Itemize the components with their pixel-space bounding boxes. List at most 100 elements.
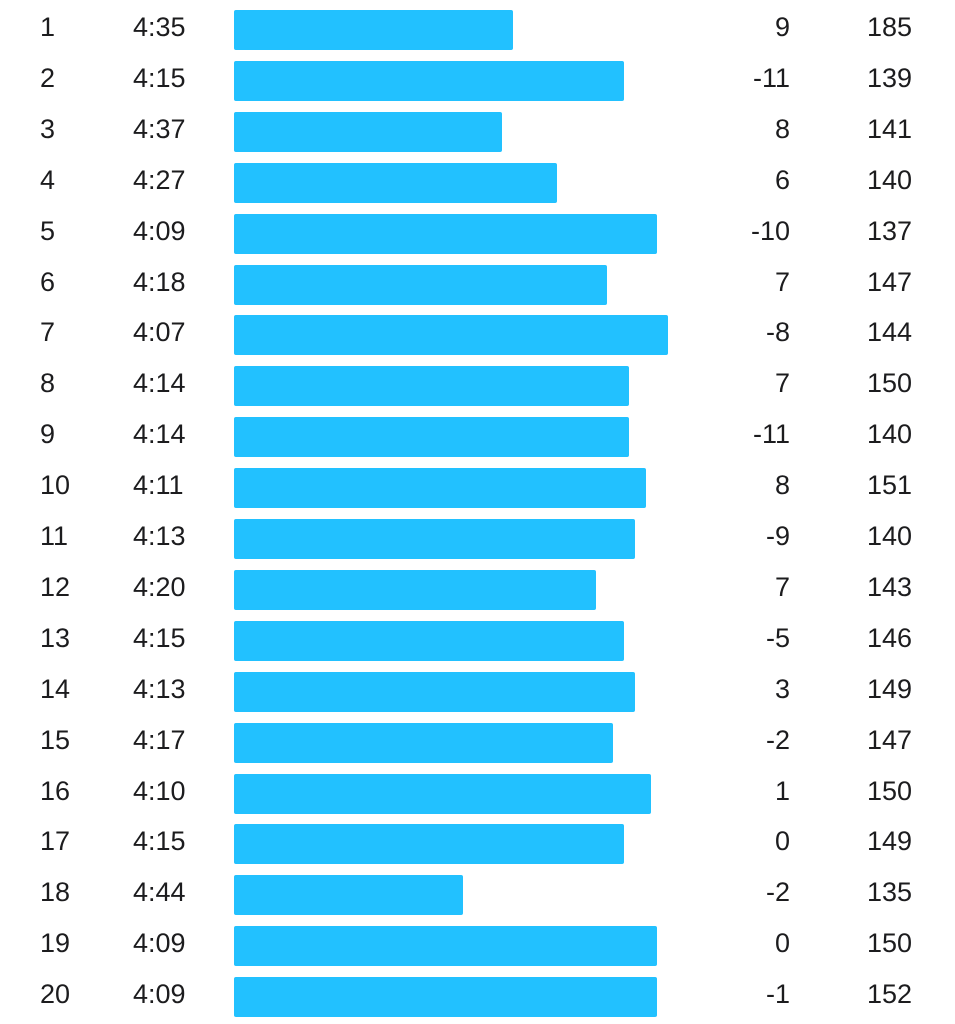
split-heart-rate-label: 135 bbox=[866, 877, 912, 908]
pace-bar bbox=[234, 875, 463, 916]
pace-bar bbox=[234, 60, 624, 101]
split-km-label: 9 bbox=[40, 419, 56, 450]
split-heart-rate-label: 185 bbox=[866, 12, 912, 42]
split-pace-label: 4:10 bbox=[133, 775, 186, 806]
split-km-label: 16 bbox=[40, 775, 71, 806]
split-row: 20 4:09 -1 152 bbox=[0, 969, 955, 1020]
split-row: 4 4:27 6 140 bbox=[0, 155, 955, 206]
split-pace-label: 4:09 bbox=[133, 215, 186, 246]
split-pace-label: 4:44 bbox=[133, 877, 186, 908]
split-heart-rate-label: 150 bbox=[866, 368, 912, 399]
split-row: 8 4:14 7 150 bbox=[0, 358, 955, 409]
split-heart-rate-label: 150 bbox=[866, 775, 912, 806]
split-pace-label: 4:20 bbox=[133, 571, 186, 602]
pace-bar bbox=[234, 366, 630, 407]
pace-bar bbox=[234, 111, 502, 152]
split-elevation-label: 6 bbox=[774, 164, 790, 195]
split-heart-rate-label: 151 bbox=[866, 470, 912, 501]
split-heart-rate-label: 147 bbox=[866, 724, 912, 755]
split-heart-rate-label: 149 bbox=[866, 826, 912, 857]
split-km-label: 5 bbox=[40, 215, 56, 246]
split-heart-rate-label: 150 bbox=[866, 928, 912, 959]
split-pace-label: 4:37 bbox=[133, 113, 186, 144]
split-elevation-label: -2 bbox=[765, 877, 790, 908]
split-pace-label: 4:14 bbox=[133, 368, 186, 399]
split-row: 18 4:44 -2 135 bbox=[0, 867, 955, 918]
split-heart-rate-label: 140 bbox=[866, 419, 912, 450]
split-pace-label: 4:27 bbox=[133, 164, 186, 195]
pace-bar bbox=[234, 977, 657, 1018]
split-elevation-label: 7 bbox=[774, 368, 790, 399]
split-km-label: 4 bbox=[40, 164, 56, 195]
split-km-label: 3 bbox=[40, 113, 56, 144]
pace-bar bbox=[234, 926, 657, 967]
split-elevation-label: -8 bbox=[765, 317, 790, 348]
split-km-label: 6 bbox=[40, 266, 56, 297]
split-row: 13 4:15 -5 146 bbox=[0, 613, 955, 664]
split-heart-rate-label: 143 bbox=[866, 571, 912, 602]
split-row: 1 4:35 9 185 bbox=[0, 2, 955, 53]
split-pace-label: 4:18 bbox=[133, 266, 186, 297]
split-pace-label: 4:35 bbox=[133, 12, 186, 42]
split-heart-rate-label: 140 bbox=[866, 164, 912, 195]
split-heart-rate-label: 141 bbox=[866, 113, 912, 144]
split-pace-label: 4:15 bbox=[133, 826, 186, 857]
split-elevation-label: 8 bbox=[774, 113, 790, 144]
split-elevation-label: 3 bbox=[774, 673, 790, 704]
split-pace-label: 4:13 bbox=[133, 521, 186, 551]
split-elevation-label: -2 bbox=[765, 724, 790, 755]
split-heart-rate-label: 144 bbox=[866, 317, 912, 348]
split-heart-rate-label: 147 bbox=[866, 266, 912, 297]
split-row: 17 4:15 0 149 bbox=[0, 816, 955, 867]
pace-bar bbox=[234, 468, 646, 509]
split-elevation-label: 9 bbox=[774, 12, 790, 42]
split-km-label: 15 bbox=[40, 724, 71, 755]
pace-bar bbox=[234, 417, 630, 458]
split-heart-rate-label: 139 bbox=[866, 62, 912, 93]
split-km-label: 14 bbox=[40, 673, 71, 704]
pace-bar bbox=[234, 671, 635, 712]
split-km-label: 19 bbox=[40, 928, 71, 959]
split-heart-rate-label: 140 bbox=[866, 521, 912, 551]
split-elevation-label: -1 bbox=[765, 979, 790, 1010]
split-pace-label: 4:09 bbox=[133, 928, 186, 959]
split-row: 11 4:13 -9 140 bbox=[0, 511, 955, 562]
split-heart-rate-label: 152 bbox=[866, 979, 912, 1010]
split-km-label: 20 bbox=[40, 979, 71, 1010]
pace-bar bbox=[234, 569, 596, 610]
split-pace-label: 4:15 bbox=[133, 622, 186, 653]
split-elevation-label: 0 bbox=[774, 826, 790, 857]
split-heart-rate-label: 146 bbox=[866, 622, 912, 653]
split-row: 6 4:18 7 147 bbox=[0, 257, 955, 308]
split-heart-rate-label: 137 bbox=[866, 215, 912, 246]
split-elevation-label: 0 bbox=[774, 928, 790, 959]
split-pace-label: 4:09 bbox=[133, 979, 186, 1010]
split-row: 19 4:09 0 150 bbox=[0, 918, 955, 969]
pace-bar bbox=[234, 10, 513, 50]
split-km-label: 13 bbox=[40, 622, 71, 653]
split-km-label: 7 bbox=[40, 317, 56, 348]
split-elevation-label: 8 bbox=[774, 470, 790, 501]
split-elevation-label: -11 bbox=[752, 419, 790, 450]
split-row: 2 4:15 -11 139 bbox=[0, 53, 955, 104]
split-pace-label: 4:11 bbox=[133, 470, 184, 501]
split-row: 7 4:07 -8 144 bbox=[0, 307, 955, 358]
pace-bar bbox=[234, 620, 624, 661]
split-km-label: 2 bbox=[40, 62, 56, 93]
split-row: 9 4:14 -11 140 bbox=[0, 409, 955, 460]
split-heart-rate-label: 149 bbox=[866, 673, 912, 704]
split-elevation-label: -5 bbox=[765, 622, 790, 653]
split-pace-label: 4:17 bbox=[133, 724, 186, 755]
split-km-label: 18 bbox=[40, 877, 71, 908]
split-row: 16 4:10 1 150 bbox=[0, 766, 955, 817]
pace-bar bbox=[234, 519, 635, 559]
split-row: 15 4:17 -2 147 bbox=[0, 715, 955, 766]
pace-bar bbox=[234, 315, 668, 356]
split-km-label: 11 bbox=[40, 521, 69, 551]
split-km-label: 12 bbox=[40, 571, 71, 602]
split-km-label: 1 bbox=[40, 12, 56, 42]
pace-bar bbox=[234, 824, 624, 865]
split-elevation-label: -11 bbox=[752, 62, 790, 93]
pace-bar bbox=[234, 773, 652, 814]
